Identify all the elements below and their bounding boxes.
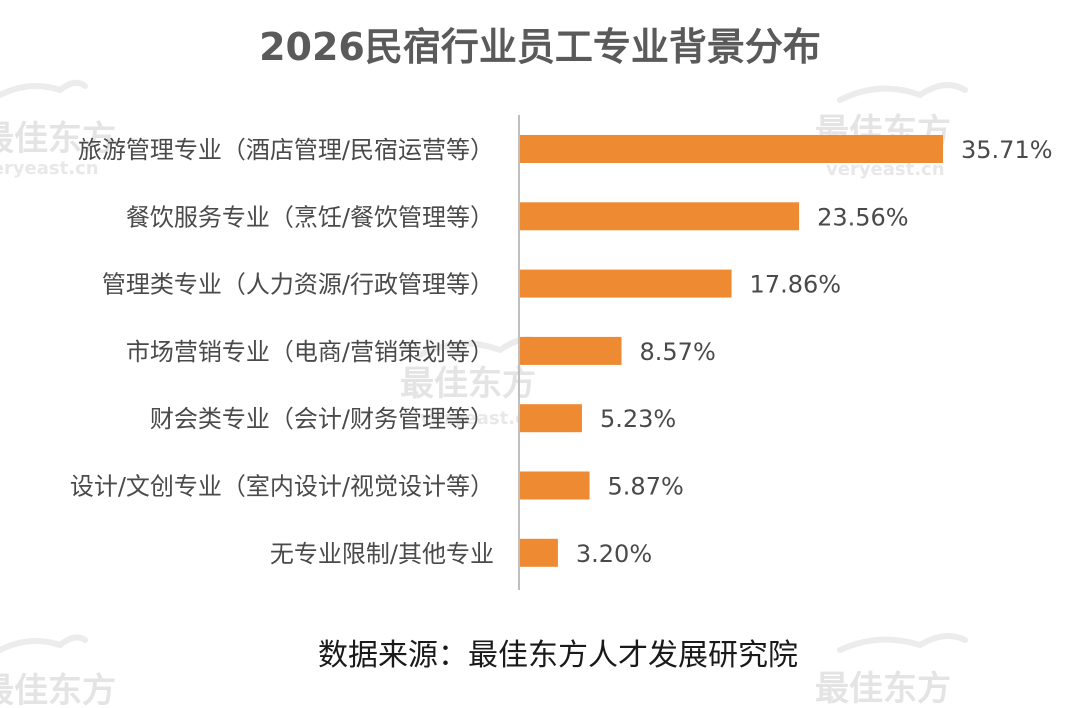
category-label: 旅游管理专业（酒店管理/民宿运营等） [78, 136, 494, 164]
watermark-top-right: 最佳东方 veryeast.cn [815, 82, 968, 180]
watermark-domain-text: veryeast.cn [826, 159, 945, 180]
category-label: 管理类专业（人力资源/行政管理等） [102, 271, 494, 299]
watermark-brand-text: 最佳东方 [0, 119, 116, 159]
value-label: 3.20% [576, 540, 652, 568]
watermark-brand-text: 最佳东方 [815, 669, 951, 708]
watermark-domain-text: veryeast.cn [0, 158, 99, 179]
value-label: 23.56% [817, 203, 909, 231]
watermark-group: 最佳东方 veryeast.cn 最佳东方 veryeast.cn 最佳东方 v… [0, 79, 968, 708]
watermark-bottom-left: 最佳东方 [0, 634, 116, 708]
value-label: 5.23% [600, 405, 676, 433]
watermark-brand-text: 最佳东方 [400, 364, 536, 404]
category-label: 市场营销专业（电商/营销策划等） [126, 338, 494, 366]
bar [520, 135, 943, 163]
bars-group [520, 135, 943, 567]
value-label: 17.86% [750, 271, 842, 299]
category-labels-group: 旅游管理专业（酒店管理/民宿运营等） 餐饮服务专业（烹饪/餐饮管理等） 管理类专业（… [70, 136, 494, 568]
value-labels-group: 35.71% 23.56% 17.86% 8.57% 5.23% 5.87% 3.20% [576, 136, 1053, 568]
category-label: 财会类专业（会计/财务管理等） [150, 405, 494, 433]
watermark-domain-text: veryeast.cn [420, 408, 539, 429]
value-label: 5.87% [608, 473, 684, 501]
bar [520, 538, 558, 567]
value-label: 35.71% [961, 136, 1053, 164]
value-label: 8.57% [640, 338, 716, 366]
category-label: 无专业限制/其他专业 [270, 540, 494, 568]
bar [520, 269, 732, 298]
source-note: 数据来源：最佳东方人才发展研究院 [318, 638, 798, 673]
bar [520, 202, 800, 231]
watermark-bottom-right: 最佳东方 [815, 633, 968, 708]
bar [520, 471, 590, 500]
watermark-top-left: 最佳东方 veryeast.cn [0, 79, 116, 179]
chart-title: 2026民宿行业员工专业背景分布 [259, 25, 821, 69]
bar [520, 336, 622, 365]
category-label: 餐饮服务专业（烹饪/餐饮管理等） [126, 203, 494, 231]
bar [520, 404, 582, 433]
category-label: 设计/文创专业（室内设计/视觉设计等） [70, 473, 494, 501]
watermark-brand-text: 最佳东方 [0, 671, 116, 708]
